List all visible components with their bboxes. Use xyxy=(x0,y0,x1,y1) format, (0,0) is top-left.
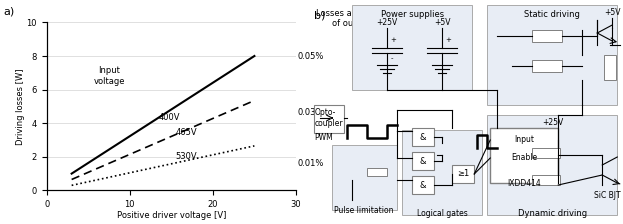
Bar xyxy=(352,5,472,90)
Text: Power supplies: Power supplies xyxy=(381,10,444,19)
Text: +5V: +5V xyxy=(434,18,450,27)
Text: +25V: +25V xyxy=(377,18,398,27)
Bar xyxy=(604,55,616,80)
Text: &: & xyxy=(420,181,427,190)
Text: &: & xyxy=(420,157,427,166)
Text: +: + xyxy=(445,37,451,43)
Bar xyxy=(532,60,562,72)
Text: 400V: 400V xyxy=(159,113,181,122)
X-axis label: Positive driver voltage [V]: Positive driver voltage [V] xyxy=(117,211,226,220)
Text: -: - xyxy=(390,55,392,61)
Y-axis label: Driving losses [W]: Driving losses [W] xyxy=(16,68,25,145)
Text: +: + xyxy=(390,37,396,43)
Bar xyxy=(314,105,345,133)
Text: Opto-
coupler: Opto- coupler xyxy=(314,108,343,128)
Bar xyxy=(332,145,397,210)
Text: ≥1: ≥1 xyxy=(457,170,469,179)
Bar xyxy=(487,5,617,105)
Text: Pulse limitation: Pulse limitation xyxy=(335,206,394,215)
Text: Static driving: Static driving xyxy=(525,10,580,19)
Text: b): b) xyxy=(314,10,326,20)
Text: Enable: Enable xyxy=(511,153,537,162)
Bar xyxy=(532,148,560,158)
Text: a): a) xyxy=(3,7,14,17)
Text: PWM: PWM xyxy=(314,134,333,142)
Bar xyxy=(532,30,562,42)
Text: 465V: 465V xyxy=(176,128,197,137)
Text: 530V: 530V xyxy=(176,152,197,161)
Text: Input
voltage: Input voltage xyxy=(93,67,125,86)
Text: Logical gates: Logical gates xyxy=(417,209,468,218)
Text: Losses as a percentage
of output power: Losses as a percentage of output power xyxy=(316,9,415,28)
Bar xyxy=(452,165,474,183)
Bar xyxy=(412,176,434,194)
Polygon shape xyxy=(347,185,357,195)
Bar xyxy=(412,152,434,170)
Bar xyxy=(367,168,388,176)
Text: Input: Input xyxy=(514,136,535,144)
Text: +25V: +25V xyxy=(542,118,563,127)
Bar xyxy=(412,128,434,146)
Bar xyxy=(487,115,617,215)
Text: SiC BJT: SiC BJT xyxy=(594,190,621,200)
Text: &: & xyxy=(420,133,427,142)
Text: +5V: +5V xyxy=(604,8,621,17)
Bar xyxy=(490,128,558,183)
Text: Dynamic driving: Dynamic driving xyxy=(518,209,587,218)
Bar xyxy=(532,175,560,185)
Text: IXDD414: IXDD414 xyxy=(507,179,541,187)
Bar xyxy=(402,130,482,215)
